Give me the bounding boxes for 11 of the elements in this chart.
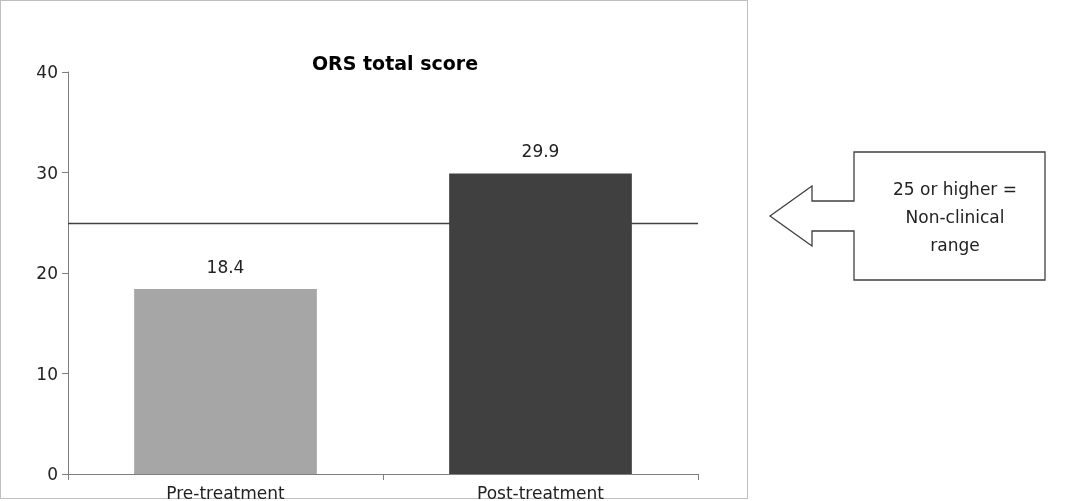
x-tick-label: Pre-treatment <box>166 482 286 501</box>
y-tick-label: 40 <box>36 62 58 82</box>
text: 25 or higher = Non-clinical range <box>892 178 1018 257</box>
y-tick-label: 0 <box>47 464 58 484</box>
data-label: 18.4 <box>206 256 245 277</box>
x-tick-label: Post-treatment <box>477 482 605 501</box>
y-tick-label: 10 <box>36 363 58 384</box>
y-tick-label: 30 <box>36 162 58 183</box>
chart-title: ORS total score <box>311 51 479 74</box>
data-label: 29.9 <box>521 141 560 162</box>
y-tick-label: 20 <box>36 263 58 283</box>
